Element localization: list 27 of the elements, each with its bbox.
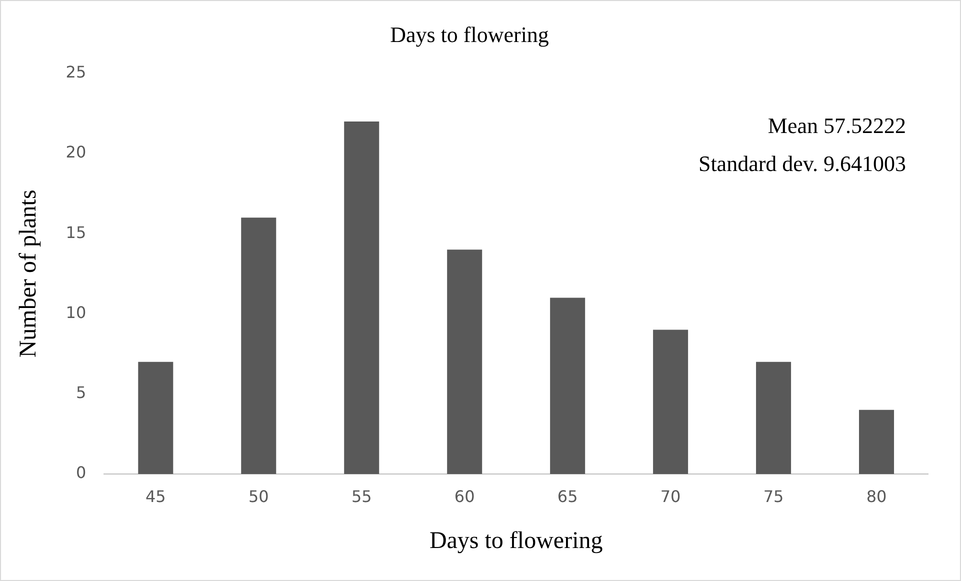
- x-tick-label: 55: [351, 486, 372, 506]
- x-tick-label: 60: [454, 486, 475, 506]
- annotation: Standard dev. 9.641003: [698, 151, 906, 176]
- x-axis-title: Days to flowering: [429, 528, 603, 554]
- bar: [447, 250, 482, 474]
- y-axis-title: Number of plants: [16, 190, 42, 358]
- bar: [241, 218, 276, 474]
- bar: [138, 362, 174, 474]
- x-tick-label: 50: [248, 486, 269, 506]
- bar: [756, 362, 792, 474]
- y-tick-label: 20: [66, 142, 86, 162]
- bar: [550, 298, 586, 474]
- bar: [344, 121, 380, 474]
- x-tick-label: 75: [763, 486, 784, 506]
- x-tick-label: 45: [145, 486, 166, 506]
- x-tick-label: 70: [660, 486, 681, 506]
- y-tick-label: 0: [76, 463, 86, 482]
- chart-title: Days to flowering: [390, 22, 549, 47]
- y-tick-label: 25: [66, 62, 86, 82]
- annotation: Mean 57.52222: [768, 113, 906, 138]
- y-tick-label: 15: [66, 222, 86, 242]
- bar: [859, 410, 894, 474]
- bar: [653, 330, 688, 474]
- y-tick-label: 5: [76, 383, 86, 402]
- x-tick-label: 80: [866, 486, 887, 506]
- y-tick-label: 10: [66, 302, 86, 322]
- x-tick-label: 65: [557, 486, 578, 506]
